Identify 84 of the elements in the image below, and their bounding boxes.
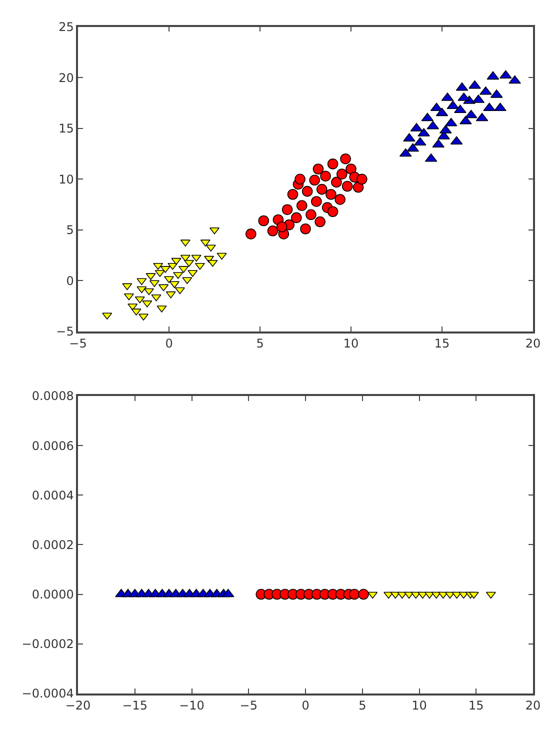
point — [166, 291, 176, 298]
x-tick-label: 10 — [343, 336, 359, 350]
y-tick-label: 0 — [66, 274, 74, 288]
point — [311, 196, 322, 207]
point — [276, 221, 288, 232]
x-tick-label: 0 — [302, 698, 310, 713]
y-tick-label: 25 — [58, 20, 74, 34]
y-tick-label: 5 — [66, 223, 74, 238]
point — [246, 228, 256, 240]
point — [494, 102, 506, 112]
point — [144, 288, 154, 296]
x-tick-label: −10 — [179, 698, 204, 713]
point — [191, 254, 202, 262]
point — [158, 284, 169, 292]
point — [508, 75, 521, 84]
point — [320, 170, 331, 182]
point — [296, 200, 308, 211]
point — [102, 312, 112, 320]
point — [300, 223, 311, 234]
point — [306, 209, 316, 220]
x-tick-label: 0 — [165, 336, 173, 350]
y-tick-label: −0.0002 — [22, 637, 74, 652]
y-tick-label: 15 — [58, 122, 74, 136]
x-tick-label: −5 — [240, 698, 258, 713]
point — [171, 258, 182, 265]
point — [149, 280, 160, 288]
x-tick-label: 5 — [256, 336, 264, 350]
point — [258, 215, 270, 226]
x-tick-label: 20 — [525, 698, 541, 713]
point — [302, 186, 313, 197]
point — [206, 244, 216, 252]
point — [267, 226, 278, 236]
point — [312, 164, 324, 174]
point — [124, 293, 134, 300]
point — [151, 294, 162, 302]
point — [136, 278, 147, 286]
y-tick-label: 0.0004 — [32, 488, 74, 502]
point — [184, 260, 194, 267]
point — [483, 102, 496, 112]
y-tick-label: 10 — [58, 172, 74, 186]
y-tick-label: 0.0006 — [32, 438, 74, 453]
point — [136, 286, 147, 294]
y-tick-label: −5 — [56, 324, 74, 339]
point — [346, 164, 356, 174]
point — [326, 188, 336, 200]
y-tick-label: 0.0002 — [32, 538, 74, 552]
point — [208, 260, 218, 267]
point — [169, 281, 180, 288]
y-tick-label: 0.0008 — [32, 389, 74, 404]
point — [334, 194, 346, 205]
point — [122, 283, 132, 290]
point — [309, 174, 320, 186]
point — [336, 168, 348, 180]
point — [342, 180, 353, 192]
point — [454, 104, 466, 114]
point — [468, 80, 481, 89]
point — [282, 204, 293, 215]
point — [294, 174, 306, 185]
point — [352, 182, 364, 193]
point — [174, 287, 185, 294]
y-tick-label: 0.0000 — [32, 587, 74, 602]
x-tick-label: 20 — [525, 336, 541, 350]
x-tick-label: −20 — [65, 698, 91, 713]
x-tick-label: 15 — [434, 336, 450, 350]
point — [480, 86, 492, 95]
y-tick-label: 20 — [58, 70, 74, 85]
x-tick-label: 15 — [468, 698, 484, 713]
point — [331, 176, 342, 188]
point — [138, 314, 149, 321]
x-tick-label: 5 — [358, 698, 366, 713]
point — [340, 153, 351, 164]
point — [291, 212, 302, 224]
x-tick-label: 10 — [412, 698, 427, 713]
point — [216, 252, 227, 260]
point — [287, 188, 298, 200]
point — [316, 184, 328, 195]
y-tick-label: −0.0004 — [22, 686, 74, 701]
point — [314, 216, 326, 228]
point — [327, 158, 338, 170]
x-tick-label: −15 — [122, 698, 148, 713]
point — [356, 174, 368, 185]
point — [134, 296, 145, 304]
point — [500, 70, 512, 79]
point — [327, 206, 338, 218]
